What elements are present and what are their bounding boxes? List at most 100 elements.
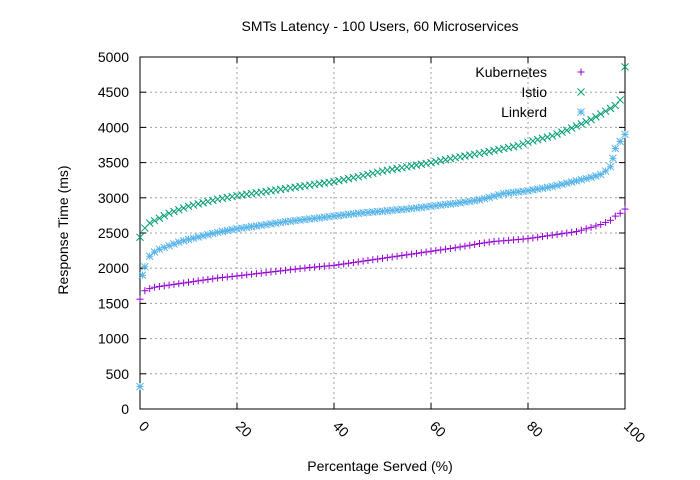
data-point [490, 192, 498, 200]
data-point [160, 282, 168, 290]
data-point [485, 238, 493, 246]
y-tick-label: 2500 [98, 225, 129, 241]
data-point [602, 218, 610, 226]
data-point [471, 240, 479, 248]
data-point [456, 243, 464, 251]
data-point [136, 233, 144, 242]
data-point [243, 271, 251, 279]
data-point [538, 134, 547, 143]
data-point [189, 234, 198, 243]
y-tick-label: 3500 [98, 155, 129, 171]
data-point [359, 171, 367, 180]
y-tick-label: 3000 [98, 190, 129, 206]
data-point [160, 211, 169, 220]
data-point [431, 157, 440, 166]
y-tick-label: 4500 [98, 84, 129, 100]
legend-label: Linkerd [501, 104, 547, 120]
y-tick-label: 500 [106, 366, 130, 382]
data-point [480, 194, 489, 203]
data-point [402, 205, 411, 213]
data-point [592, 222, 600, 230]
data-point [138, 271, 147, 280]
data-point [514, 141, 523, 150]
data-point [335, 261, 343, 269]
data-point [567, 178, 576, 186]
data-point [374, 255, 382, 263]
data-point [228, 225, 237, 234]
data-point [223, 226, 232, 235]
data-point [427, 158, 435, 167]
data-point [611, 212, 619, 220]
data-point [534, 233, 542, 241]
data-point [383, 254, 391, 262]
data-point [616, 137, 625, 146]
data-point [199, 198, 207, 207]
data-point [582, 117, 591, 126]
data-point [150, 216, 159, 225]
y-axis-label: Response Time (ms) [55, 165, 71, 294]
data-point [596, 110, 605, 118]
data-point [199, 231, 207, 240]
data-point [272, 267, 280, 275]
data-point [334, 176, 343, 185]
x-axis: 0 20 40 60 80 100 [136, 57, 649, 446]
data-point [524, 186, 532, 195]
y-tick-label: 0 [121, 401, 129, 417]
data-point [616, 96, 625, 104]
legend-marker [577, 108, 585, 116]
data-point [364, 256, 372, 264]
data-point [606, 216, 614, 224]
data-point [204, 197, 212, 206]
data-point [388, 165, 397, 174]
series-istio [136, 63, 629, 242]
data-point [184, 202, 193, 211]
data-point [199, 276, 207, 284]
data-point [213, 195, 222, 204]
legend: Kubernetes Istio Linkerd [475, 64, 585, 120]
data-point [214, 274, 222, 282]
grid [140, 57, 625, 409]
data-point [301, 264, 309, 272]
data-point [412, 249, 420, 257]
data-point [141, 287, 149, 295]
data-point [422, 202, 431, 211]
data-point [373, 168, 382, 177]
data-point [359, 257, 367, 265]
data-point [369, 256, 377, 264]
data-point [189, 201, 198, 209]
data-point [238, 271, 246, 279]
data-point [587, 115, 595, 124]
data-point [509, 142, 518, 151]
data-point [548, 231, 556, 239]
data-point [596, 170, 605, 179]
data-point [218, 227, 227, 236]
data-point [621, 63, 629, 71]
data-point [533, 185, 542, 193]
series-kubernetes [136, 205, 629, 303]
data-point [609, 154, 617, 163]
data-point [344, 174, 353, 183]
data-point [408, 250, 416, 258]
data-point [563, 229, 571, 237]
data-point [189, 278, 197, 286]
data-point [548, 131, 557, 140]
data-point [601, 107, 610, 116]
data-point [204, 230, 212, 239]
data-point [436, 201, 445, 209]
data-point [422, 159, 431, 168]
data-point [577, 120, 586, 128]
data-point [354, 172, 363, 181]
data-point [398, 252, 406, 260]
data-point [504, 143, 513, 152]
data-point [344, 210, 353, 219]
data-point [606, 104, 615, 113]
data-point [592, 172, 600, 180]
data-point [558, 180, 566, 189]
data-point [611, 101, 620, 110]
data-point [466, 241, 474, 249]
data-point [208, 229, 217, 238]
chart-title: SMTs Latency - 100 Users, 60 Microservic… [242, 18, 519, 34]
data-point [339, 175, 348, 184]
data-point [248, 270, 256, 278]
data-point [601, 167, 610, 175]
